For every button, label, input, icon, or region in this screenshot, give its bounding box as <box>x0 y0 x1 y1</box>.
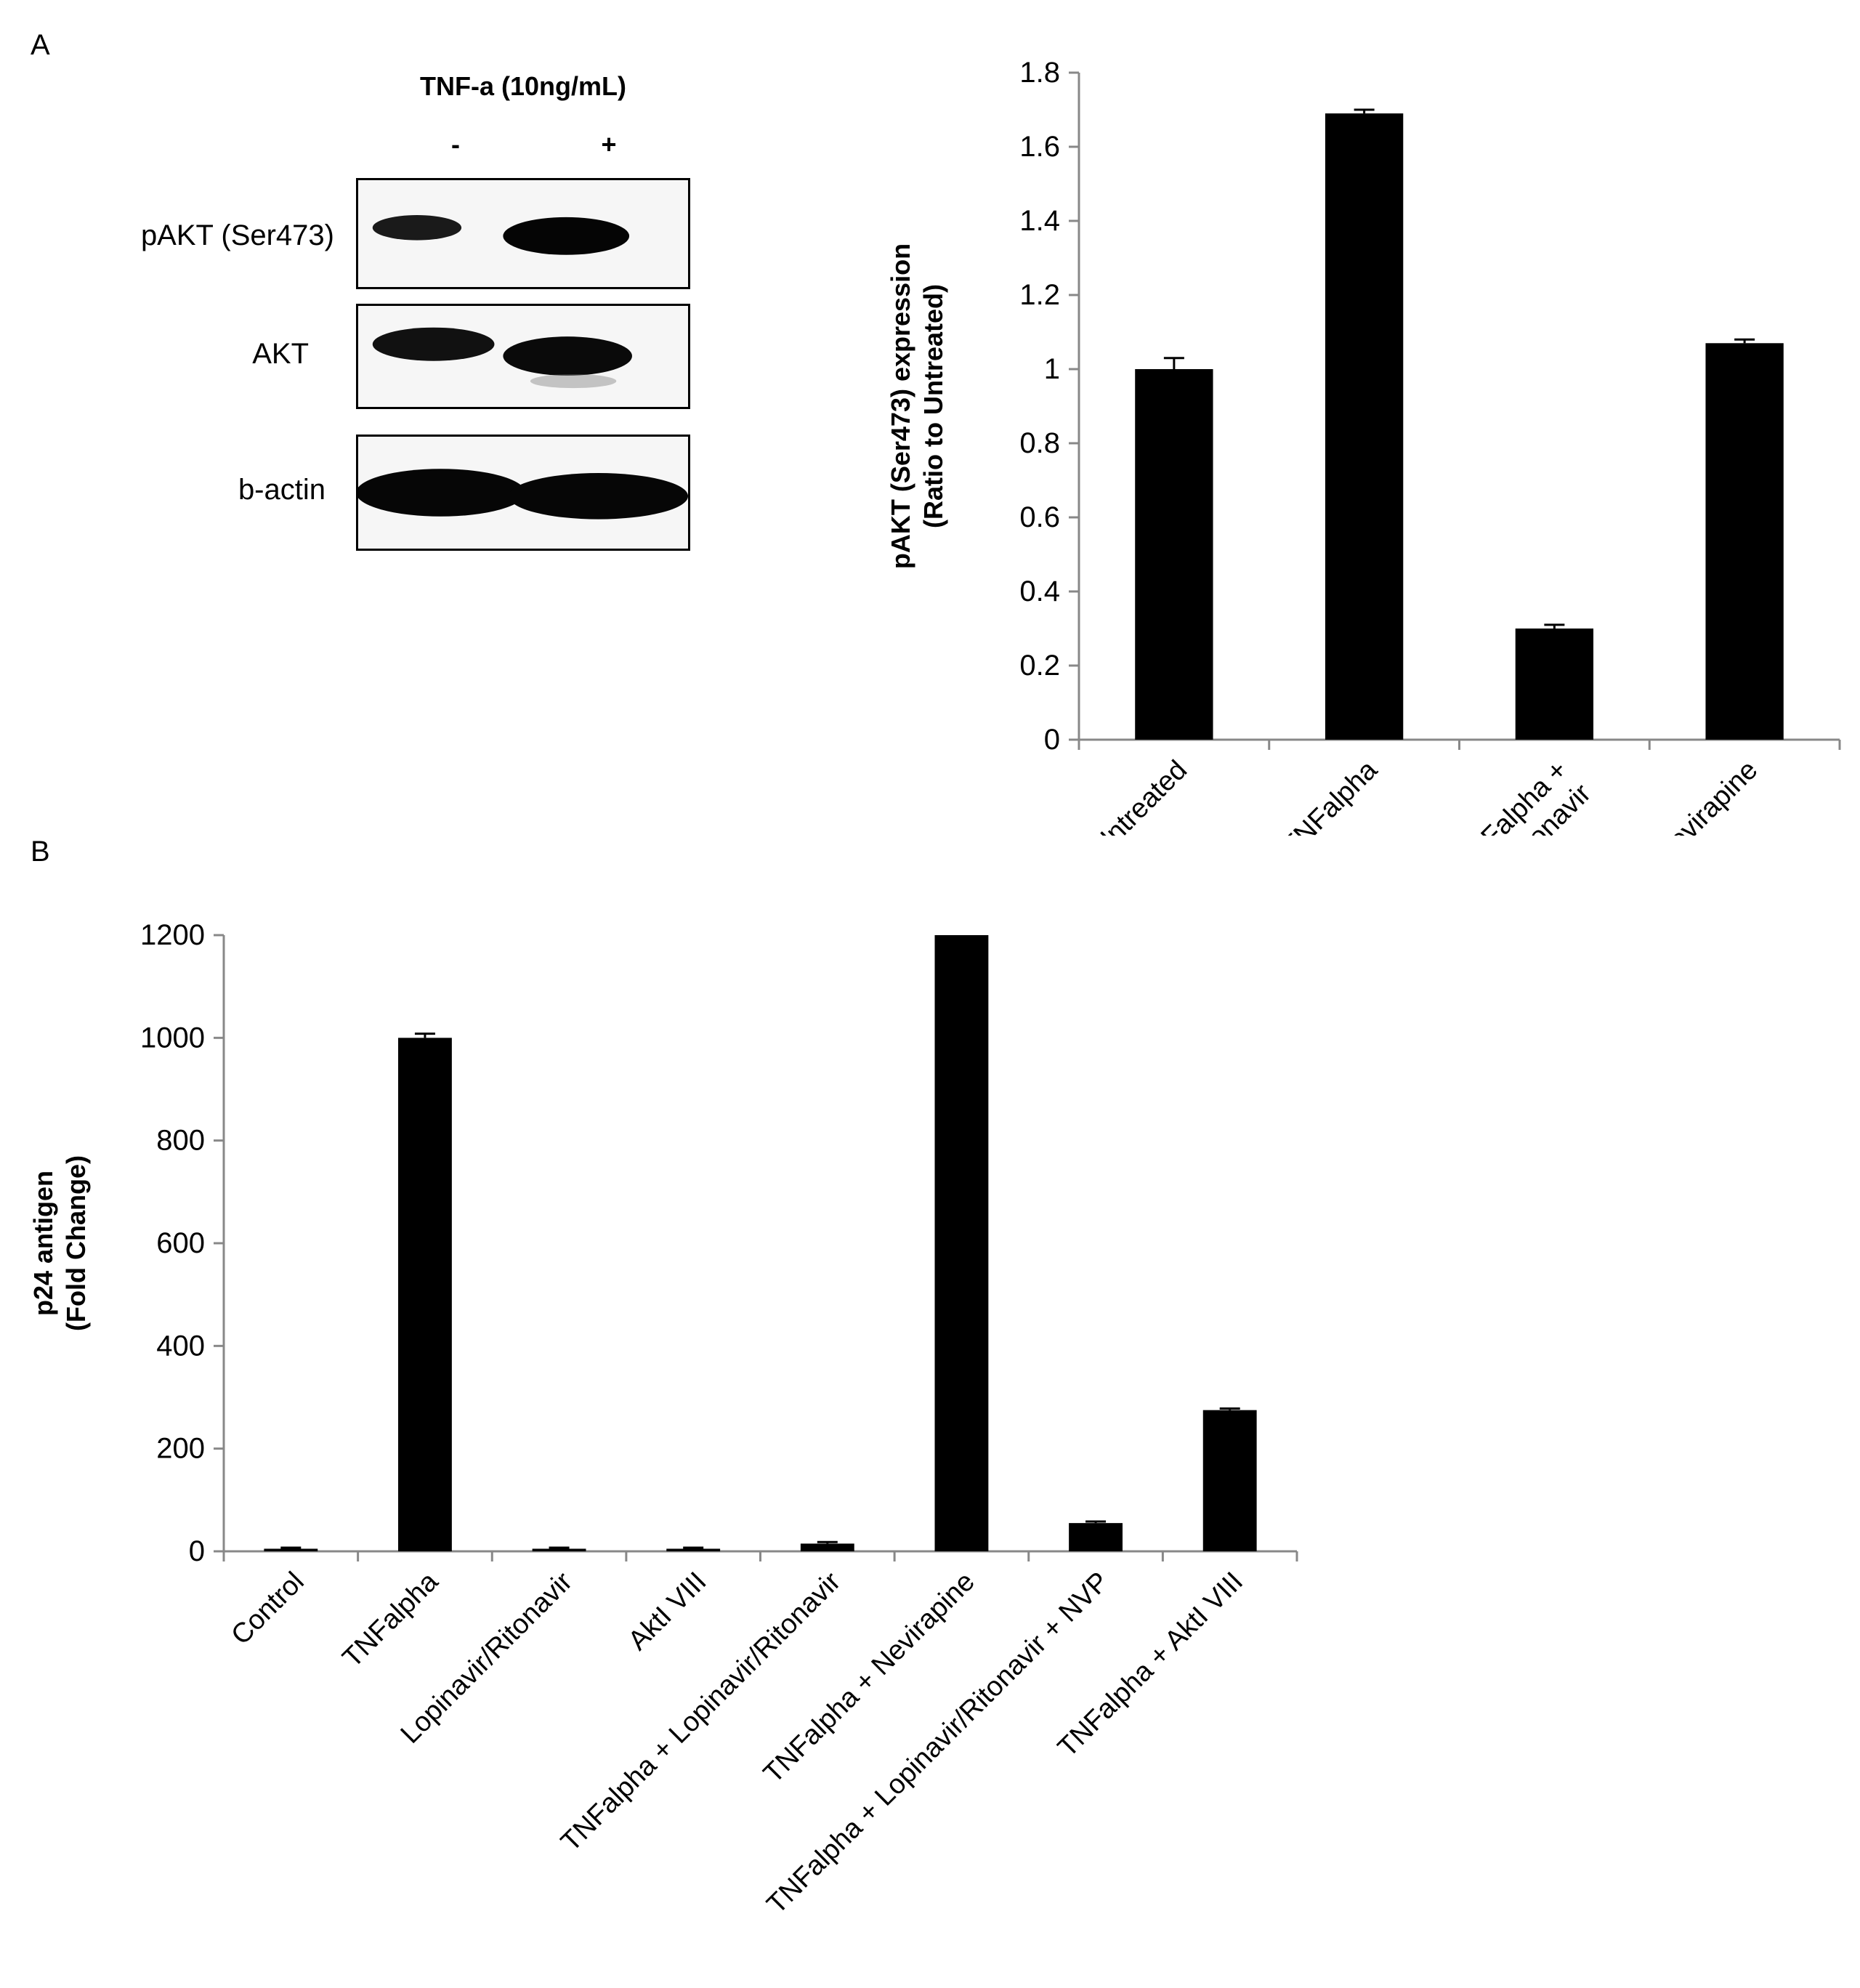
chart-b-category-label-4: AktI VIII <box>623 1567 713 1657</box>
chart-a-y-tick-label: 0.6 <box>1019 501 1060 533</box>
band-pakt-minus <box>372 215 462 241</box>
blot-image-akt <box>356 304 690 409</box>
panel-a-label: A <box>31 29 50 61</box>
chart-b-y-tick-label: 200 <box>156 1433 205 1465</box>
band-akt-plus <box>503 336 633 376</box>
chart-a-y-tick-label: 0 <box>1044 724 1060 756</box>
chart-a-y-axis-title: pAKT (Ser473) expression (Ratio to Untrea… <box>886 243 948 569</box>
blot-label-akt: AKT <box>252 338 309 370</box>
chart-b-bar-6 <box>934 935 989 1551</box>
chart-a-y-tick-label: 1.6 <box>1019 131 1060 163</box>
chart-a-y-tick-label: 1.4 <box>1019 205 1060 237</box>
chart-a-y-tick-label: 0.8 <box>1019 427 1060 459</box>
chart-b-y-tick-label: 800 <box>156 1125 205 1157</box>
chart-b-category-label-2: TNFalpha <box>337 1566 445 1673</box>
blot-label-bactin: b-actin <box>238 474 326 506</box>
chart-a-y-tick-label: 1.2 <box>1019 279 1060 311</box>
chart-b-bar-3 <box>532 1548 586 1551</box>
band-akt-minus <box>372 327 495 361</box>
chart-b-y-tick-label: 400 <box>156 1330 205 1362</box>
chart-b-y-tick-label: 1000 <box>140 1022 205 1054</box>
chart-a-y-tick-label: 1 <box>1044 353 1060 385</box>
chart-a-bar-4 <box>1705 343 1784 740</box>
blot-image-bactin <box>356 435 690 551</box>
chart-b-y-tick-label: 600 <box>156 1227 205 1259</box>
panel-b-label: B <box>31 836 50 868</box>
chart-b-bar-2 <box>398 1038 452 1551</box>
chart-b-y-tick-label: 0 <box>189 1535 205 1567</box>
chart-a-bar-1 <box>1135 369 1213 740</box>
chart-b-bar-4 <box>666 1548 721 1551</box>
chart-b-category-label-1: Control <box>225 1567 310 1651</box>
chart-b-category-label-5: TNFalpha + Lopinavir/Ritonavir <box>555 1566 846 1857</box>
chart-b-bar-8 <box>1202 1410 1257 1551</box>
chart-a-y-tick-label: 0.2 <box>1019 650 1060 682</box>
lane-sign-plus: + <box>601 129 617 159</box>
chart-b-y-tick-label: 1200 <box>140 919 205 951</box>
chart-a-bar-2 <box>1325 113 1404 740</box>
band-bactin-minus <box>358 469 525 517</box>
chart-b-bar-7 <box>1069 1523 1123 1551</box>
blot-label-pakt: pAKT (Ser473) <box>140 219 334 251</box>
chart-a-y-tick-label: 0.4 <box>1019 575 1060 607</box>
treatment-header: TNF-a (10ng/mL) <box>420 71 626 101</box>
chart-b-bar-1 <box>264 1548 318 1551</box>
chart-a-y-tick-label: 1.8 <box>1019 57 1060 89</box>
chart-b-bar-5 <box>800 1543 854 1551</box>
chart-a-bar-3 <box>1515 629 1594 740</box>
band-bactin-plus <box>509 473 688 520</box>
chart-b-y-axis-title: p24 antigen (Fold Change) <box>28 1155 91 1331</box>
blot-image-pakt <box>356 178 690 289</box>
band-pakt-plus <box>503 217 630 255</box>
lane-sign-minus: - <box>451 129 460 159</box>
